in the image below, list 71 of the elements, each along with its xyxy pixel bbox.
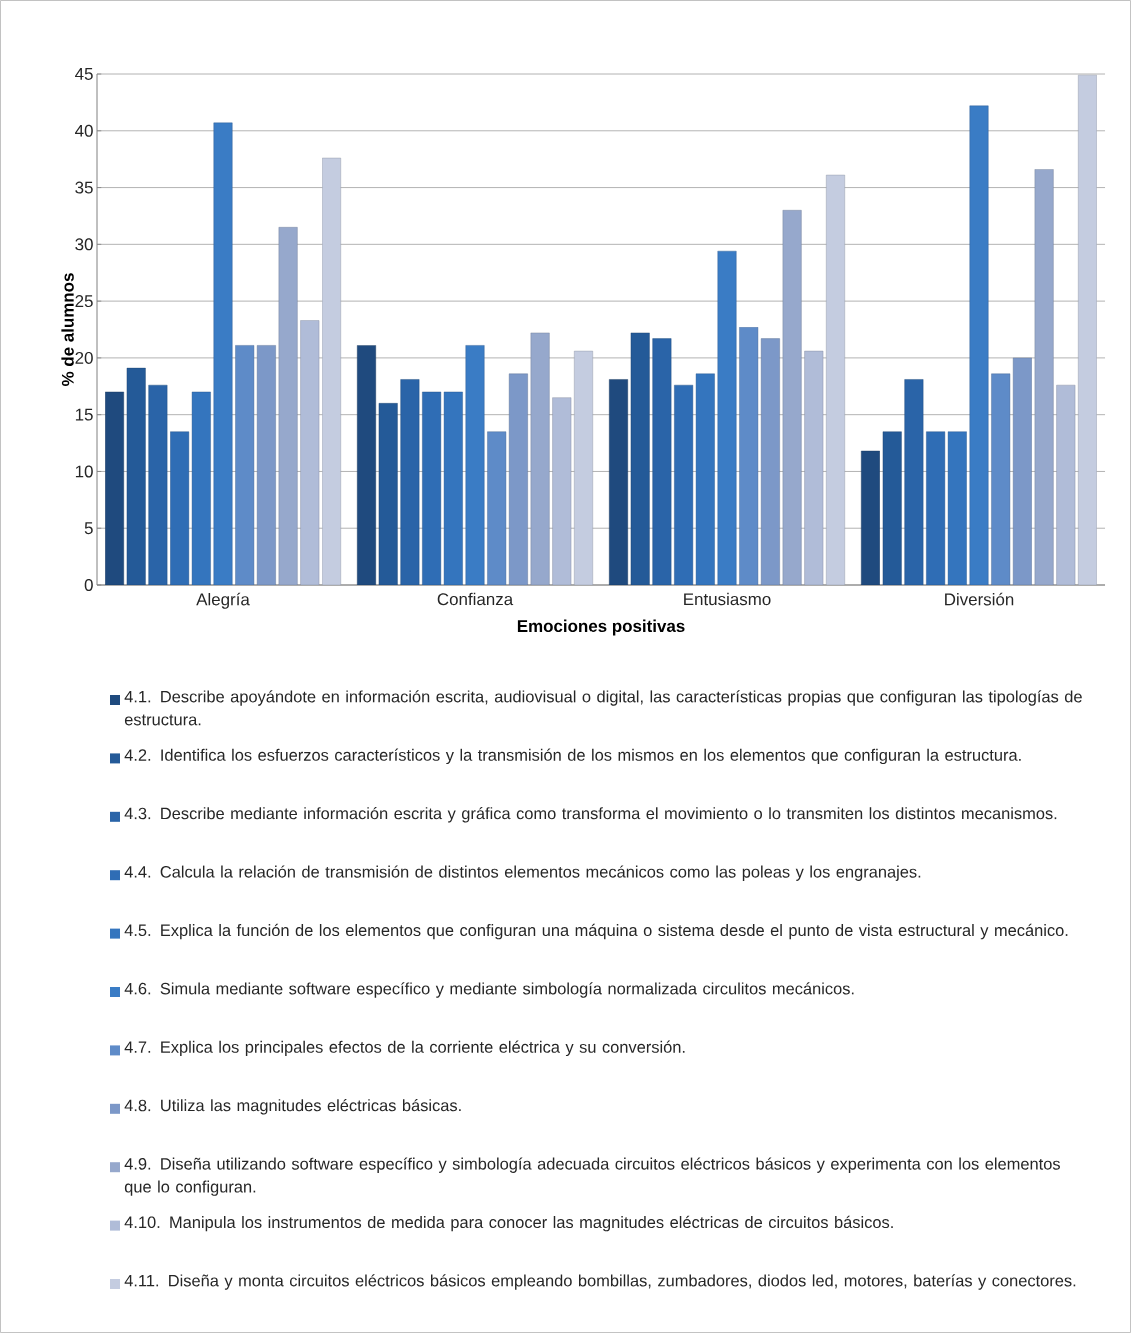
x-tick-label: Confianza	[437, 592, 514, 606]
y-tick-label: 15	[75, 408, 93, 421]
bar	[378, 403, 398, 586]
bar	[170, 431, 190, 586]
bar	[235, 345, 255, 586]
bar	[213, 122, 233, 586]
bar	[926, 431, 946, 586]
bar	[126, 367, 146, 586]
legend-label: 4.7. Explica los principales efectos de la corriente eléctrica y su conversión.	[124, 1040, 685, 1057]
y-tick-label: 25	[75, 295, 93, 308]
bar	[443, 391, 463, 586]
bar	[717, 250, 737, 586]
bar	[674, 384, 694, 586]
bar	[465, 345, 485, 586]
legend-label: 4.8. Utiliza las magnitudes eléctricas básicas.	[124, 1099, 461, 1115]
y-axis-title: % de alumnos	[61, 273, 74, 387]
legend-label: 4.4. Calcula la relación de transmisión de distintos elementos mecánicos como las poleas y los engranajes.	[124, 865, 921, 881]
bar	[826, 174, 845, 586]
bar	[861, 450, 880, 586]
y-tick-label: 5	[84, 522, 93, 535]
bar	[695, 373, 715, 586]
y-tick-label: 30	[75, 238, 93, 251]
bar	[1078, 74, 1097, 586]
bar	[652, 338, 672, 586]
y-tick-label: 20	[75, 351, 93, 364]
bar	[400, 379, 420, 586]
bar	[148, 384, 168, 586]
bar	[300, 320, 320, 586]
bar	[530, 332, 550, 586]
bar	[947, 431, 967, 586]
y-tick-label: 40	[75, 124, 93, 137]
bar	[991, 373, 1011, 586]
x-tick-label: Entusiasmo	[684, 592, 771, 606]
legend-label: 4.5. Explica la función de los elementos que configuran una máquina o sistema desde el punto de vista estructural y mecánico.	[124, 923, 1068, 940]
bar	[739, 327, 759, 586]
y-tick-label: 35	[75, 181, 93, 194]
bar	[1056, 384, 1076, 586]
bar	[904, 379, 924, 586]
x-tick-label: Diversión	[945, 592, 1014, 606]
bar	[422, 391, 442, 586]
bar	[882, 431, 902, 586]
y-tick-label: 10	[75, 465, 93, 478]
y-tick-label: 0	[84, 579, 93, 592]
bar	[760, 338, 780, 586]
legend-label: 4.11. Diseña y monta circuitos eléctricos básicos empleando bombillas, zumbadores, diodos led, motores, baterías y conectores.	[124, 1274, 1076, 1290]
bar	[322, 157, 341, 586]
bar	[552, 397, 572, 586]
legend-label: 4.1. Describe apoyándote en información escrita, audiovisual o digital, las características propias que configuran las tipologías de estructura.	[124, 690, 1082, 726]
legend-label: 4.6. Simula mediante software específico y mediante simbología normalizada circulitos mecánicos.	[124, 982, 854, 998]
legend-label: 4.3. Describe mediante información escrita y gráfica como transforma el movimiento o lo transmiten los distintos mecanismos.	[124, 807, 1057, 823]
bar	[782, 210, 802, 586]
bar	[508, 373, 528, 586]
bar	[487, 431, 507, 586]
bar	[804, 350, 824, 586]
legend-label: 4.9. Diseña utilizando software específico y simbología adecuada circuitos eléctricos básicos y experimenta con los elementos que lo configuran.	[124, 1157, 1060, 1196]
bar	[630, 332, 650, 586]
bar	[278, 227, 298, 586]
bar	[1012, 357, 1032, 586]
bar	[609, 379, 628, 586]
bar	[574, 350, 593, 586]
legend-label: 4.10. Manipula los instrumentos de medida para conocer las magnitudes eléctricas de circuitos básicos.	[124, 1215, 893, 1232]
x-axis-title: Emociones positivas	[517, 619, 685, 636]
bar	[969, 105, 989, 586]
bar	[357, 345, 376, 586]
x-tick-label: Alegría	[196, 592, 250, 609]
legend-label: 4.2. Identifica los esfuerzos característicos y la transmisión de los mismos en los elementos que configuran la estructura.	[124, 748, 1021, 765]
bar	[191, 391, 211, 586]
bar	[256, 345, 276, 586]
y-tick-label: 45	[75, 68, 93, 80]
bar	[105, 391, 124, 586]
bar	[1034, 169, 1054, 586]
